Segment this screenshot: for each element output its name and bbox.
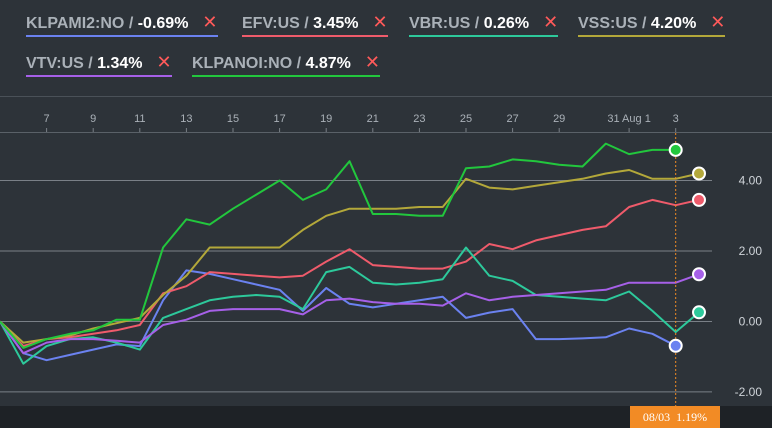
x-tick-label: 9 <box>90 113 96 125</box>
x-axis-footer <box>0 406 772 428</box>
legend-ticker: VBR:US <box>409 15 471 32</box>
series-endpoint <box>692 192 706 207</box>
legend-value: 3.45% <box>313 15 359 32</box>
legend-value: 4.87% <box>305 55 351 72</box>
line-chart: 7 9 11 13 15 17 19 21 23 25 27 29 31 Aug 1 3 4.00 2.00… <box>0 96 772 406</box>
legend-ticker: VSS:US <box>578 15 638 32</box>
legend-color-underline <box>409 35 559 37</box>
series-endpoint <box>692 267 706 282</box>
series-line <box>0 273 700 355</box>
legend-color-underline <box>26 35 218 37</box>
y-tick-label: 2.00 <box>739 244 763 258</box>
x-axis: 7 9 11 13 15 17 19 21 23 25 27 29 31 Aug 1 3 <box>44 113 679 132</box>
close-icon[interactable]: ✕ <box>372 12 388 32</box>
y-tick-label: 0.00 <box>739 314 763 328</box>
legend-separator: / <box>292 55 306 72</box>
x-tick-label: 23 <box>413 113 425 125</box>
series-endpoints <box>668 142 706 353</box>
y-tick-label: 4.00 <box>739 174 763 188</box>
chart-legend: KLPAMI2:NO / -0.69% ✕ EFV:US / 3.45% ✕ VBR:U… <box>0 0 772 96</box>
series-line <box>0 142 676 349</box>
close-icon[interactable]: ✕ <box>710 12 726 32</box>
legend-color-underline <box>26 75 172 77</box>
x-tick-label: 3 <box>673 113 679 125</box>
legend-value: -0.69% <box>137 15 189 32</box>
legend-color-underline <box>242 35 388 37</box>
close-icon[interactable]: ✕ <box>543 12 559 32</box>
y-tick-label: -2.00 <box>735 385 763 399</box>
legend-ticker: KLPAMI2:NO <box>26 15 125 32</box>
series-endpoint <box>692 166 706 181</box>
x-tick-label: 31 Aug 1 <box>607 113 650 125</box>
legend-item: KLPAMI2:NO / -0.69% ✕ <box>26 9 218 37</box>
series-line <box>0 269 677 362</box>
legend-value: 1.34% <box>97 55 143 72</box>
legend-color-underline <box>192 75 380 77</box>
series-line <box>0 246 700 365</box>
legend-separator: / <box>83 55 98 72</box>
series-endpoint <box>692 305 706 320</box>
legend-item: KLPANOI:NO / 4.87% ✕ <box>192 49 380 77</box>
x-tick-label: 7 <box>44 113 50 125</box>
series-lines <box>0 142 700 365</box>
legend-value: 4.20% <box>650 15 697 32</box>
legend-separator: / <box>470 15 484 32</box>
legend-value: 0.26% <box>483 15 530 32</box>
x-tick-label: 27 <box>506 113 518 125</box>
crosshair-value: 1.19% <box>676 410 708 424</box>
series-endpoint <box>668 338 683 353</box>
legend-item: VSS:US / 4.20% ✕ <box>578 9 726 37</box>
grid-lines <box>0 96 772 393</box>
legend-item: EFV:US / 3.45% ✕ <box>242 9 388 37</box>
x-tick-label: 25 <box>460 113 472 125</box>
x-tick-label: 19 <box>320 113 332 125</box>
legend-separator: / <box>637 15 651 32</box>
series-line <box>0 169 700 344</box>
legend-separator: / <box>299 15 314 32</box>
legend-item: VTV:US / 1.34% ✕ <box>26 49 172 77</box>
series-endpoint <box>668 142 683 157</box>
x-tick-label: 11 <box>134 113 145 125</box>
legend-ticker: VTV:US <box>26 55 84 72</box>
x-tick-label: 15 <box>227 113 239 125</box>
crosshair-date: 08/03 <box>642 410 671 424</box>
x-tick-label: 29 <box>553 113 565 125</box>
legend-ticker: KLPANOI:NO <box>192 55 293 72</box>
legend-ticker: EFV:US <box>242 15 300 32</box>
legend-separator: / <box>124 15 138 32</box>
legend-color-underline <box>578 35 726 37</box>
y-axis: 4.00 2.00 0.00 -2.00 <box>735 174 763 399</box>
x-tick-label: 21 <box>367 113 379 125</box>
close-icon[interactable]: ✕ <box>156 52 172 72</box>
close-icon[interactable]: ✕ <box>202 12 218 32</box>
x-tick-label: 17 <box>273 113 285 125</box>
x-tick-label: 13 <box>180 113 192 125</box>
close-icon[interactable]: ✕ <box>364 52 380 72</box>
series-line <box>0 198 700 348</box>
legend-item: VBR:US / 0.26% ✕ <box>409 9 559 37</box>
crosshair-badge: 08/03 1.19% <box>630 406 720 428</box>
